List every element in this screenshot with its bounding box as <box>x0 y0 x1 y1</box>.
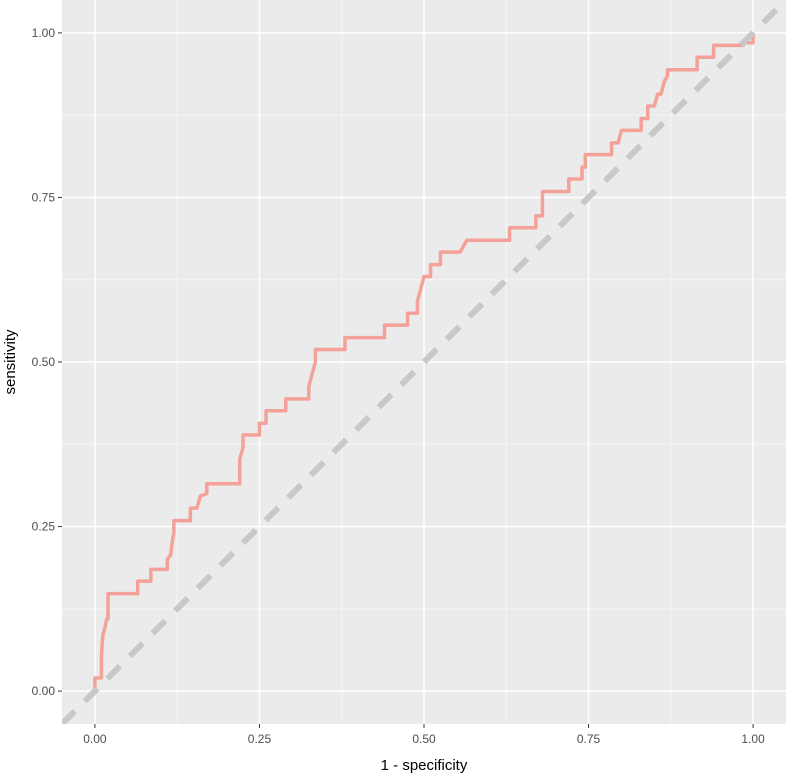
y-tick-label: 0.25 <box>32 520 56 534</box>
series-layer <box>62 0 786 724</box>
x-tick-label: 1.00 <box>741 732 765 746</box>
grid-major <box>62 0 786 724</box>
x-tick-label: 0.50 <box>412 732 436 746</box>
x-tick-label: 0.25 <box>248 732 272 746</box>
x-axis-title: 1 - specificity <box>381 757 468 774</box>
y-tick-label: 0.00 <box>32 684 56 698</box>
roc-curve-line <box>93 32 755 692</box>
y-tick-label: 1.00 <box>32 26 56 40</box>
y-axis: 0.00 0.25 0.50 0.75 1.00 <box>32 26 62 698</box>
x-tick-label: 0.00 <box>83 732 107 746</box>
y-tick-label: 0.50 <box>32 355 56 369</box>
y-axis-title: sensitivity <box>2 329 19 395</box>
reference-diagonal-line <box>62 0 786 724</box>
x-axis: 0.00 0.25 0.50 0.75 1.00 <box>83 724 765 746</box>
x-tick-label: 0.75 <box>577 732 601 746</box>
y-tick-label: 0.75 <box>32 190 56 204</box>
